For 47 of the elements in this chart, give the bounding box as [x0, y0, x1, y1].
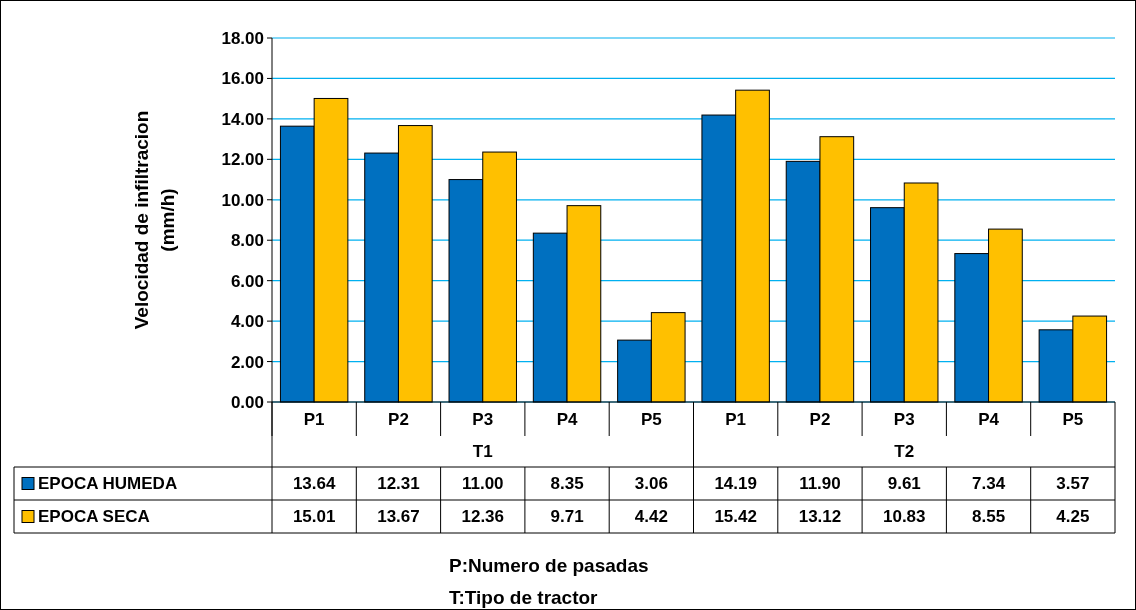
data-label: 13.64	[292, 474, 336, 494]
x-tick-label: P2	[388, 409, 409, 429]
data-label: 12.31	[377, 474, 420, 494]
data-label: 15.42	[714, 507, 757, 527]
data-label: 11.00	[461, 474, 504, 494]
text: T2	[894, 442, 915, 462]
x-tick-label: P4	[556, 409, 578, 429]
data-label: 11.90	[799, 474, 841, 494]
x-tick-label: P5	[640, 409, 662, 429]
text: T:Tipo de tractor	[449, 586, 599, 608]
legend-label: EPOCA HUMEDA	[38, 474, 178, 494]
x-tick-label: P2	[809, 409, 831, 429]
data-label: 3.57	[1056, 474, 1090, 494]
data-label: 8.35	[550, 474, 584, 494]
y-tick-label: 4.00	[230, 312, 264, 332]
text: T1	[472, 442, 493, 462]
data-label: 10.83	[882, 507, 926, 527]
y-tick-label: 14.00	[221, 109, 264, 129]
y-axis-title: Velocidad de infiltracion (mm/h)	[131, 110, 178, 330]
y-tick-label: 18.00	[221, 28, 264, 48]
x-tick-label: P3	[893, 409, 915, 429]
y-tick-label: 6.00	[230, 271, 264, 291]
x-tick-label: P5	[1062, 409, 1084, 429]
x-tick-label: P3	[472, 409, 494, 429]
data-label: 8.55	[972, 507, 1006, 527]
x-tick-label: P1	[725, 409, 747, 429]
data-label: 9.71	[550, 507, 584, 527]
data-label: 14.19	[714, 474, 757, 494]
data-label: 7.34	[972, 474, 1006, 494]
y-tick-label: 8.00	[230, 231, 264, 251]
data-label: 12.36	[461, 507, 505, 527]
legend-label: EPOCA SECA	[38, 507, 150, 527]
x-tick-label: P4	[978, 409, 1000, 429]
text: P:Numero de pasadas	[449, 554, 649, 576]
data-label: 13.67	[377, 507, 420, 527]
y-tick-label: 12.00	[221, 150, 264, 170]
y-tick-label: 2.00	[230, 352, 264, 372]
data-label: 3.06	[634, 474, 668, 494]
data-label: 13.12	[798, 507, 842, 527]
y-tick-label: 10.00	[221, 190, 264, 210]
y-tick-label: 16.00	[221, 69, 264, 89]
y-tick-label: 0.00	[230, 392, 264, 412]
data-label: 15.01	[292, 507, 336, 527]
x-tick-label: P1	[303, 409, 325, 429]
data-label: 9.61	[887, 474, 921, 494]
data-label: 4.42	[634, 507, 668, 527]
data-label: 4.25	[1056, 507, 1090, 527]
